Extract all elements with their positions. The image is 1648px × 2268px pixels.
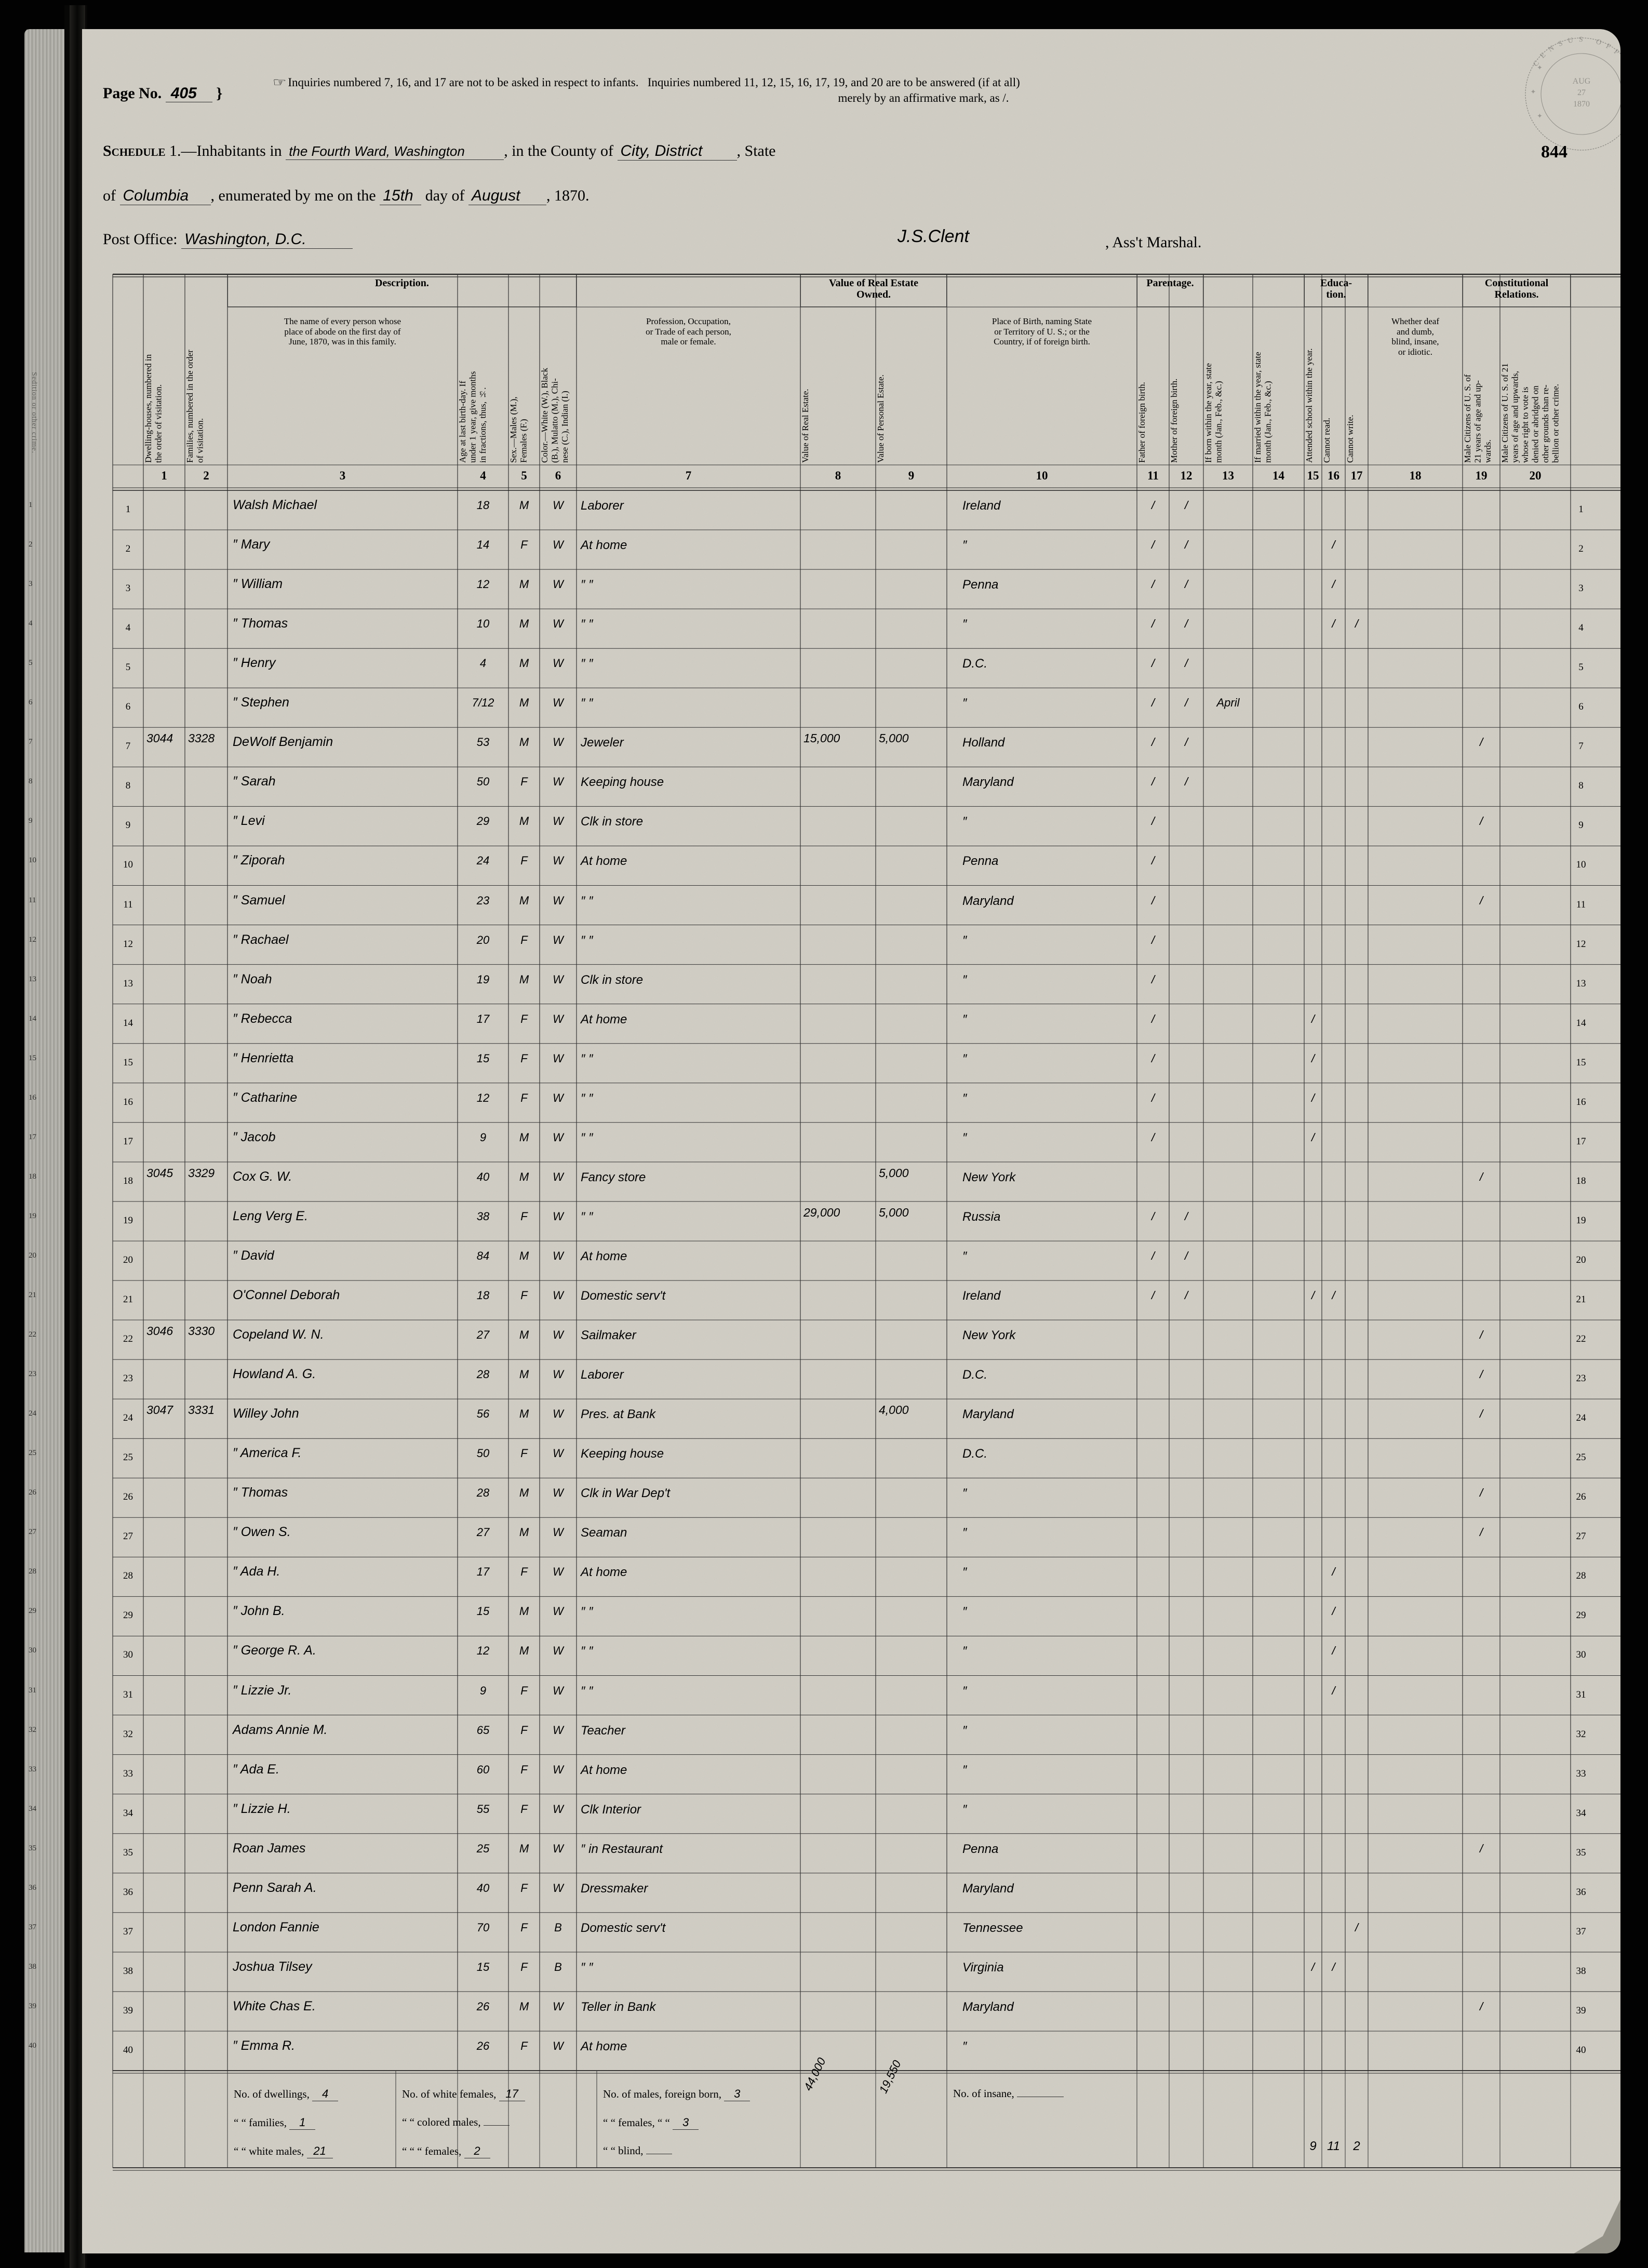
svg-text:✦: ✦ — [1537, 64, 1543, 72]
svg-text:✦: ✦ — [1537, 112, 1543, 120]
svg-text:AUG: AUG — [1573, 77, 1591, 86]
svg-text:27: 27 — [1577, 88, 1586, 97]
svg-text:1870: 1870 — [1573, 100, 1590, 109]
svg-text:C E N S U S O F F I C E: C E N S U S O F F I C E — [82, 29, 1620, 75]
